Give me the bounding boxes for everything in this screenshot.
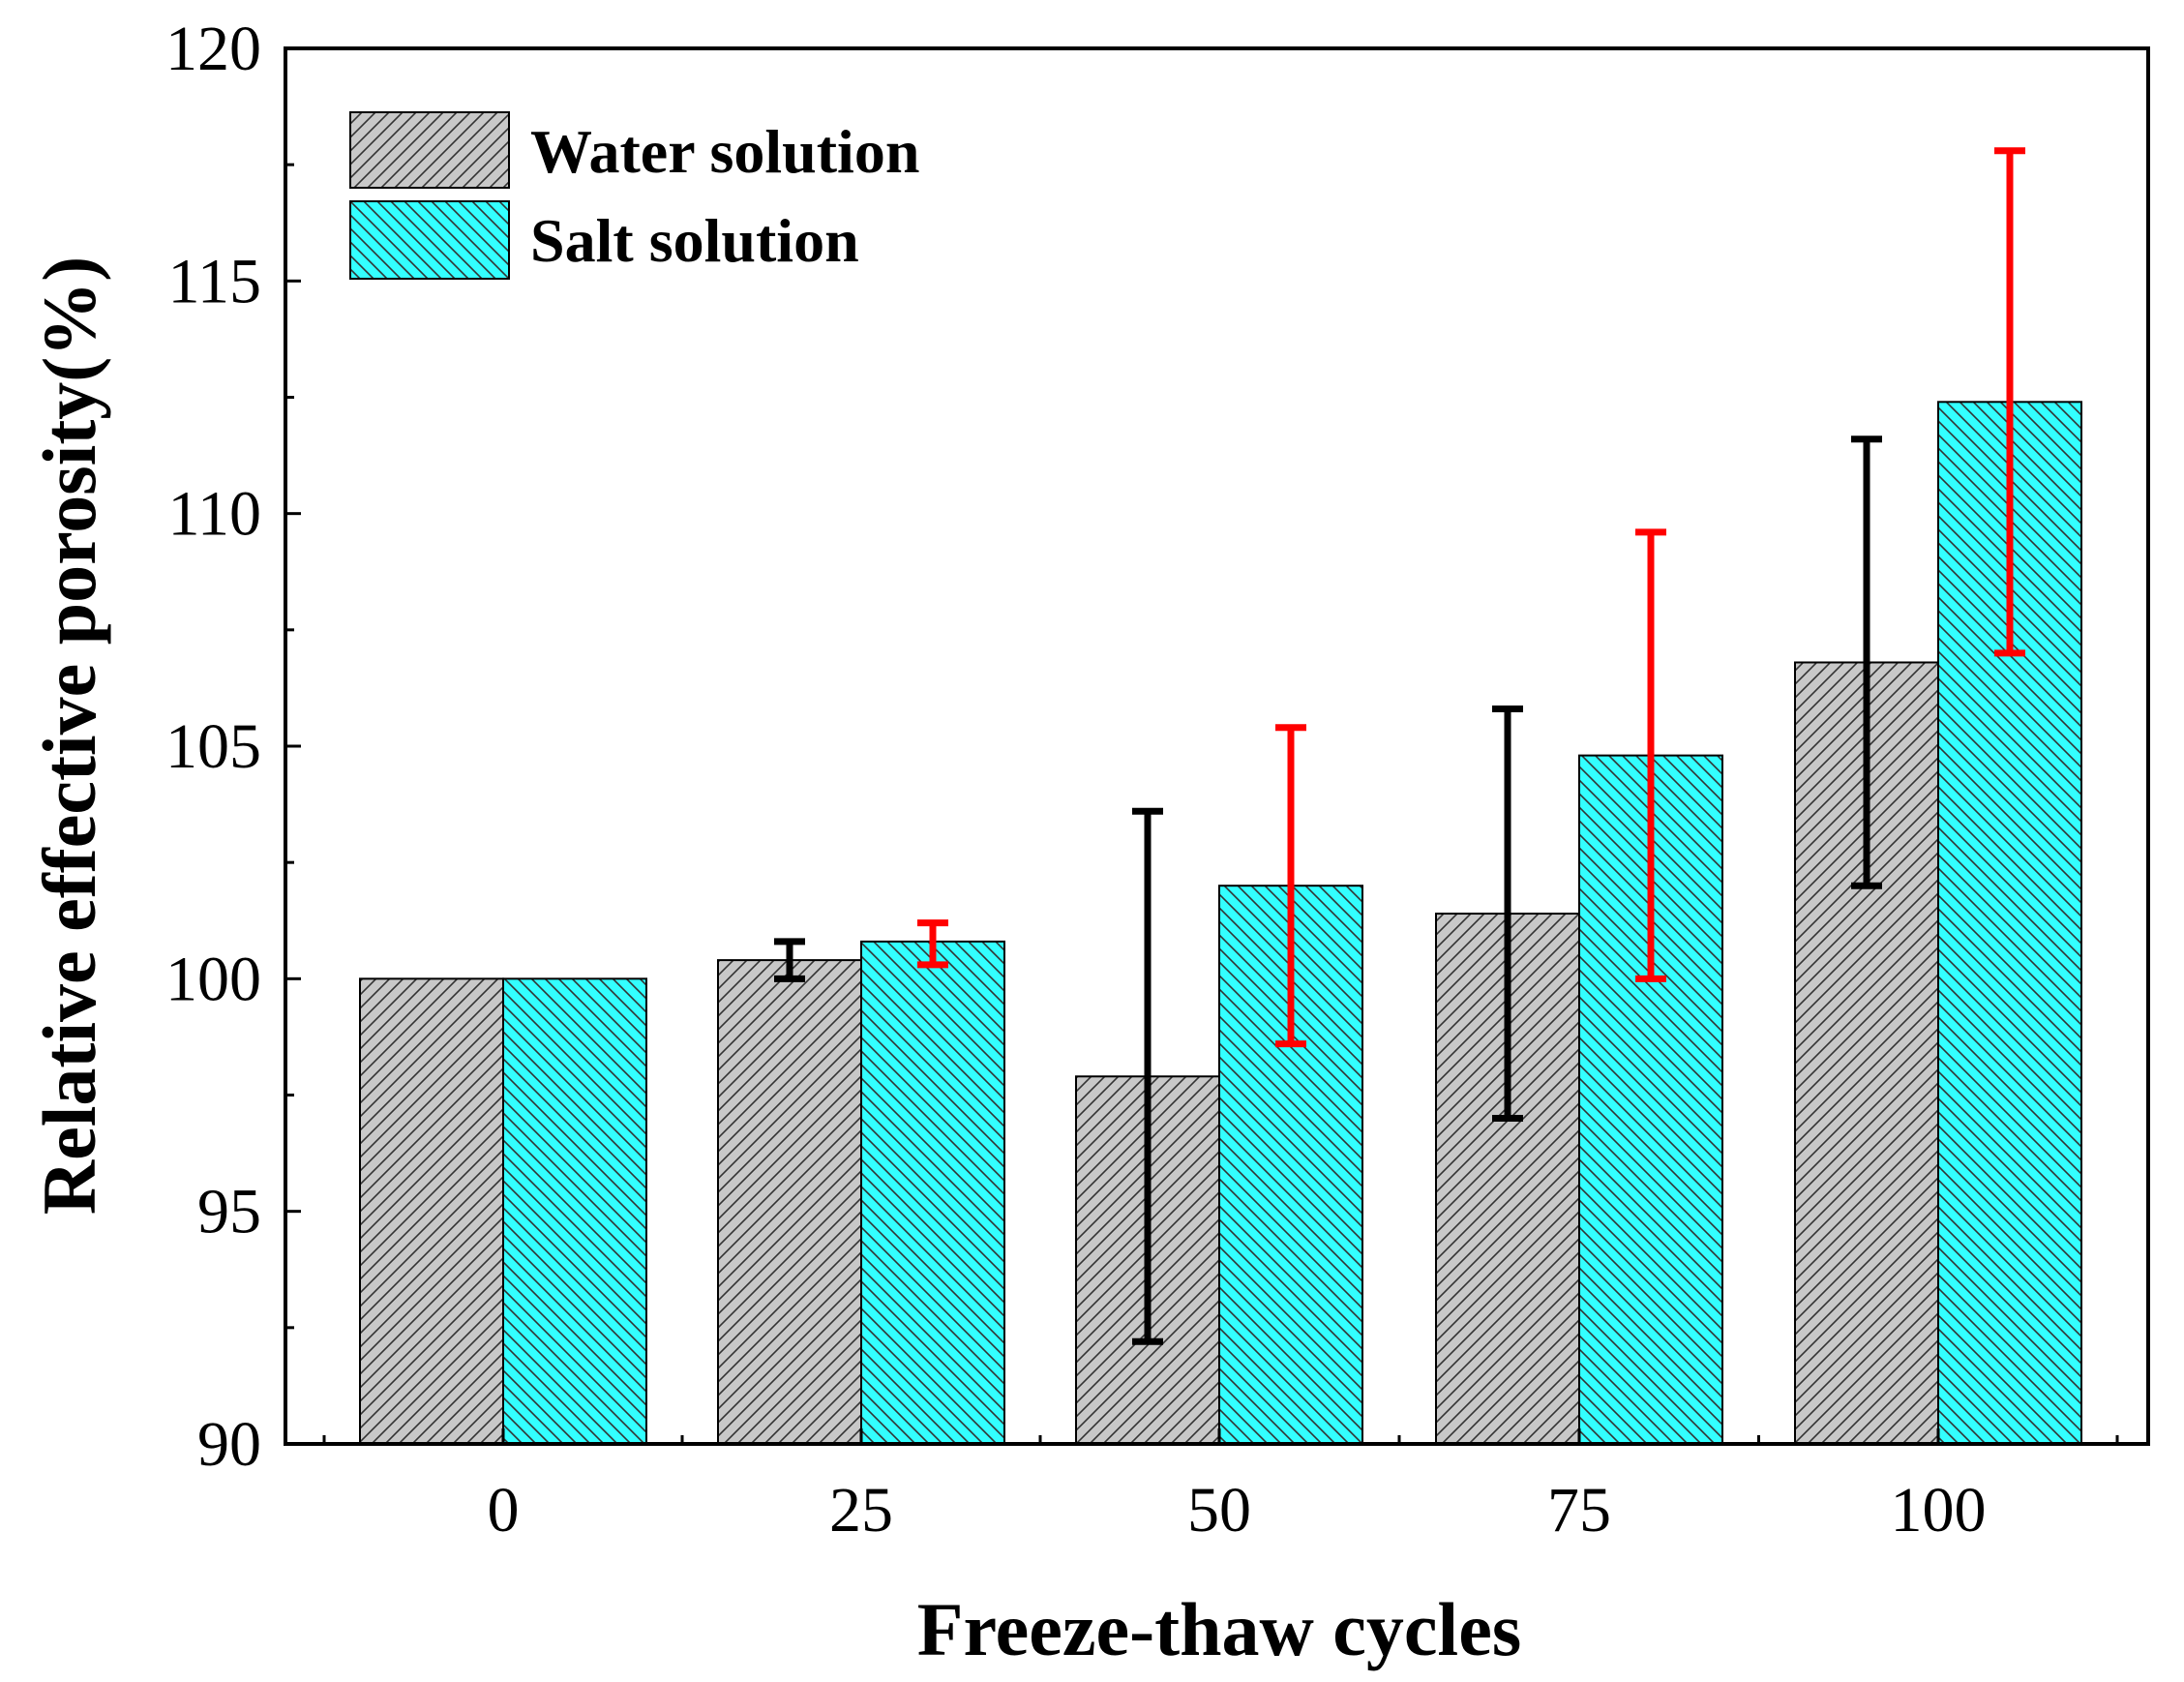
bar-salt-25 (860, 940, 1005, 1445)
error-bar-salt-100 (1994, 147, 2025, 657)
error-bar-water-50 (1132, 807, 1163, 1345)
legend-label-water: Water solution (530, 117, 919, 186)
legend-label-salt: Salt solution (530, 206, 859, 275)
error-bar-water-75 (1492, 706, 1523, 1123)
error-bar-water-100 (1851, 436, 1882, 889)
x-tick-label: 0 (488, 1475, 520, 1546)
y-tick-label: 90 (197, 1409, 261, 1480)
error-bar-salt-75 (1635, 528, 1666, 982)
y-tick-label: 120 (165, 14, 261, 84)
y-tick-label: 100 (165, 944, 261, 1014)
bar-water-0 (359, 977, 504, 1445)
y-tick-label: 115 (167, 246, 261, 316)
y-tick-label: 110 (167, 479, 261, 550)
error-bar-salt-50 (1275, 724, 1306, 1048)
legend-swatch-water (349, 111, 510, 189)
x-tick-label: 50 (1187, 1475, 1251, 1546)
legend-swatch-salt (349, 200, 510, 280)
y-tick-label: 95 (197, 1177, 261, 1247)
x-tick-label: 25 (829, 1475, 893, 1546)
y-axis-title: Relative effective porosity(%) (27, 256, 111, 1216)
x-tick-label: 100 (1891, 1475, 1987, 1546)
axes-layer: 90 95 100 105 110 115 120 0 25 50 75 100 (165, 14, 2150, 1546)
error-bar-salt-25 (917, 919, 948, 969)
bar-salt-0 (502, 977, 647, 1445)
legend: Water solution Salt solution (349, 111, 919, 280)
error-bars-layer (774, 147, 2025, 1345)
x-tick-label: 75 (1547, 1475, 1611, 1546)
bars-layer (359, 401, 2082, 1446)
bar-water-25 (717, 959, 862, 1446)
y-tick-label: 105 (165, 711, 261, 782)
error-bar-water-25 (774, 938, 805, 982)
x-axis-title: Freeze-thaw cycles (917, 1587, 1521, 1671)
